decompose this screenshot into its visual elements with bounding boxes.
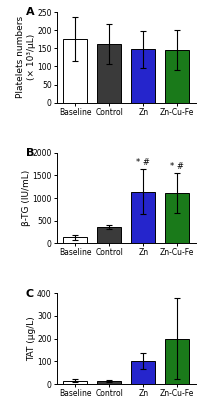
Text: B: B — [26, 148, 34, 158]
Bar — [63, 380, 87, 384]
Bar — [97, 381, 121, 384]
Bar — [131, 192, 155, 243]
Text: * #: * # — [170, 162, 184, 171]
Bar — [165, 339, 189, 384]
Y-axis label: β-TG (IU/mL): β-TG (IU/mL) — [22, 170, 31, 226]
Bar — [97, 227, 121, 243]
Bar — [165, 50, 189, 103]
Text: C: C — [26, 289, 34, 299]
Text: A: A — [26, 8, 35, 18]
Bar — [131, 49, 155, 103]
Y-axis label: TAT (μg/L): TAT (μg/L) — [27, 316, 36, 361]
Y-axis label: Platelets numbers
(× 10³/μL): Platelets numbers (× 10³/μL) — [16, 16, 36, 98]
Bar — [131, 361, 155, 384]
Bar — [97, 44, 121, 103]
Bar — [63, 39, 87, 103]
Text: * #: * # — [136, 158, 150, 167]
Bar — [63, 237, 87, 243]
Bar — [165, 193, 189, 243]
